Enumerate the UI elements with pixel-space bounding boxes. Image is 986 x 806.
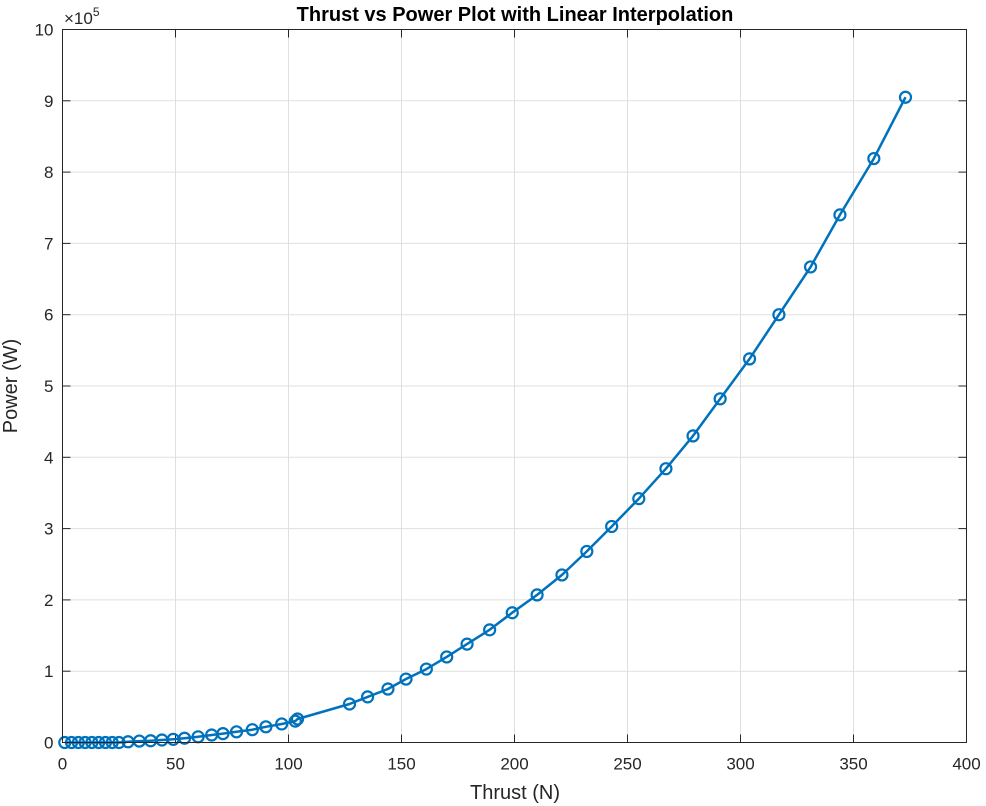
x-tick-label: 50	[166, 755, 185, 774]
data-point	[342, 697, 357, 711]
data-point	[659, 462, 673, 476]
data-point	[177, 731, 192, 745]
data-point	[290, 712, 305, 726]
data-point	[399, 672, 413, 686]
data-point	[460, 637, 474, 651]
y-tick-label: 1	[44, 662, 53, 681]
x-tick-labels: 0 50 100 150 200 250 300 350 400	[58, 755, 981, 774]
data-point	[530, 588, 544, 602]
data-point	[772, 308, 786, 322]
data-point	[288, 714, 302, 728]
x-tick-label: 0	[58, 755, 67, 774]
y-exponent-label: ×105	[64, 5, 100, 28]
data-series	[58, 90, 913, 750]
y-tick-label: 6	[44, 306, 53, 325]
y-tick-label: 7	[44, 234, 53, 253]
y-axis-label: Power (W)	[0, 339, 22, 433]
data-point	[216, 726, 230, 741]
chart-title: Thrust vs Power Plot with Linear Interpo…	[297, 4, 734, 26]
data-point	[419, 662, 433, 676]
data-point	[686, 429, 700, 443]
data-point	[440, 650, 454, 664]
data-point	[361, 690, 375, 704]
y-tick-label: 4	[44, 448, 53, 467]
x-tick-label: 150	[387, 755, 415, 774]
x-tick-label: 400	[952, 755, 980, 774]
x-tick-label: 300	[726, 755, 754, 774]
data-point	[229, 725, 244, 739]
data-point	[898, 90, 913, 104]
data-point	[483, 623, 497, 637]
y-tick-label: 9	[44, 92, 53, 111]
x-tick-label: 250	[613, 755, 641, 774]
data-point	[245, 723, 259, 737]
data-point	[381, 682, 395, 696]
data-point	[867, 151, 881, 166]
x-tick-label: 100	[274, 755, 302, 774]
data-point	[580, 544, 594, 559]
data-point	[605, 519, 619, 534]
y-tick-labels: 0 1 2 3 4 5 6 7 8 9 10	[35, 21, 54, 753]
data-point	[713, 392, 727, 406]
y-tick-label: 8	[44, 163, 53, 182]
data-point	[505, 606, 519, 620]
data-point	[555, 568, 569, 582]
y-exponent-base: ×10	[64, 9, 93, 28]
grid	[62, 29, 967, 743]
data-point	[632, 492, 646, 506]
y-tick-label: 2	[44, 591, 53, 610]
x-axis-label: Thrust (N)	[470, 782, 560, 804]
y-tick-label: 5	[44, 377, 53, 396]
y-exponent-power: 5	[93, 5, 100, 19]
data-point	[833, 208, 847, 222]
series-line	[64, 96, 907, 744]
data-point	[803, 260, 818, 274]
data-point	[742, 352, 757, 366]
y-tick-label: 3	[44, 520, 53, 539]
y-tick-label: 0	[44, 734, 53, 753]
data-point	[275, 717, 289, 731]
x-tick-label: 350	[839, 755, 867, 774]
x-tick-label: 200	[500, 755, 528, 774]
plot-frame	[62, 29, 967, 743]
y-tick-label: 10	[35, 21, 54, 40]
data-point	[259, 720, 273, 734]
